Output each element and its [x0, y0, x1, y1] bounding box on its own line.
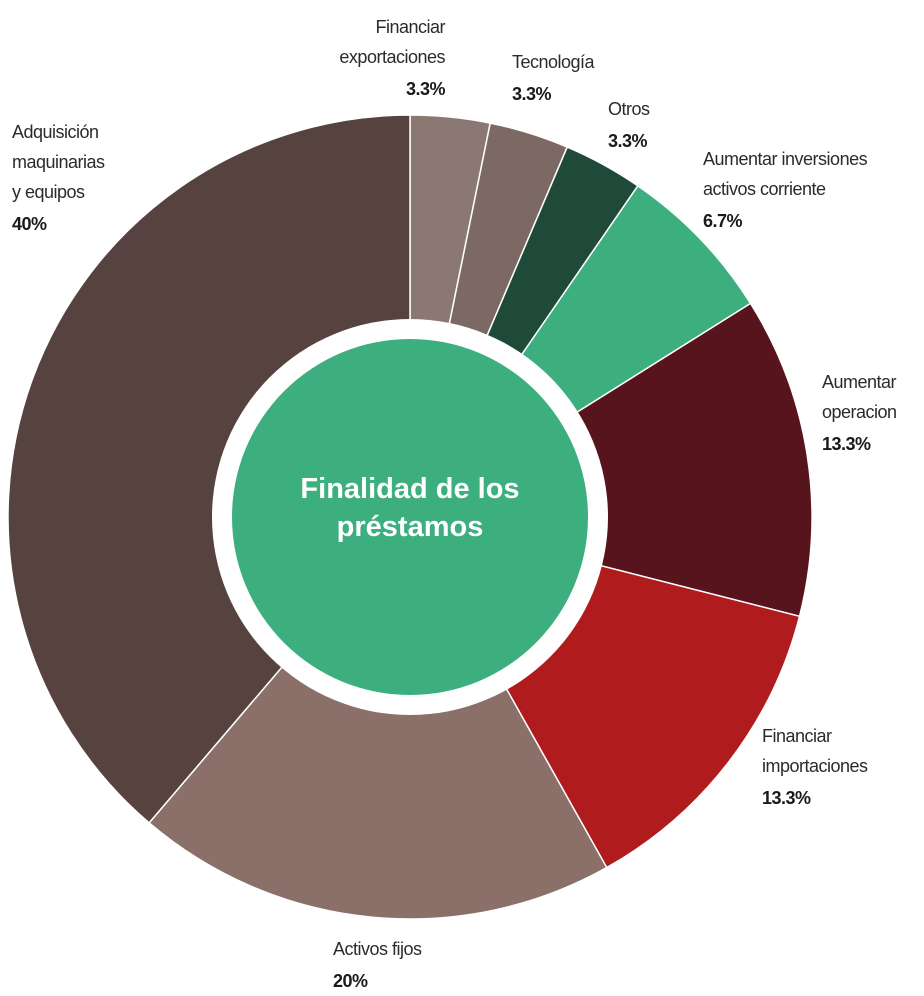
- value-label: 6.7%: [703, 211, 743, 231]
- segment-label: y equipos: [12, 182, 85, 202]
- segment-label: operacion: [822, 402, 897, 422]
- segment-label: Aumentar: [822, 372, 897, 392]
- value-label: 13.3%: [822, 434, 871, 454]
- segment-label: Aumentar inversiones: [703, 149, 868, 169]
- value-label: 40%: [12, 214, 47, 234]
- donut-segment: [148, 515, 608, 920]
- segment-label: maquinarias: [12, 152, 105, 172]
- segment-label: Adquisición: [12, 122, 99, 142]
- segment-label: exportaciones: [339, 47, 445, 67]
- segment-label: importaciones: [762, 756, 868, 776]
- value-label: 3.3%: [406, 79, 446, 99]
- segment-label: Financiar: [762, 726, 832, 746]
- center-circle: [232, 339, 588, 695]
- value-label: 3.3%: [608, 131, 648, 151]
- value-label: 20%: [333, 971, 368, 991]
- value-label: 13.3%: [762, 788, 811, 808]
- segment-label: Activos fijos: [333, 939, 422, 959]
- donut-segment: [7, 114, 411, 824]
- value-label: 3.3%: [512, 84, 552, 104]
- chart-title: Finalidad de los préstamos: [300, 473, 520, 543]
- segment-label: Otros: [608, 99, 650, 119]
- segment-label: Tecnología: [512, 52, 596, 72]
- segment-label: Financiar: [375, 17, 445, 37]
- segment-label: activos corriente: [703, 179, 826, 199]
